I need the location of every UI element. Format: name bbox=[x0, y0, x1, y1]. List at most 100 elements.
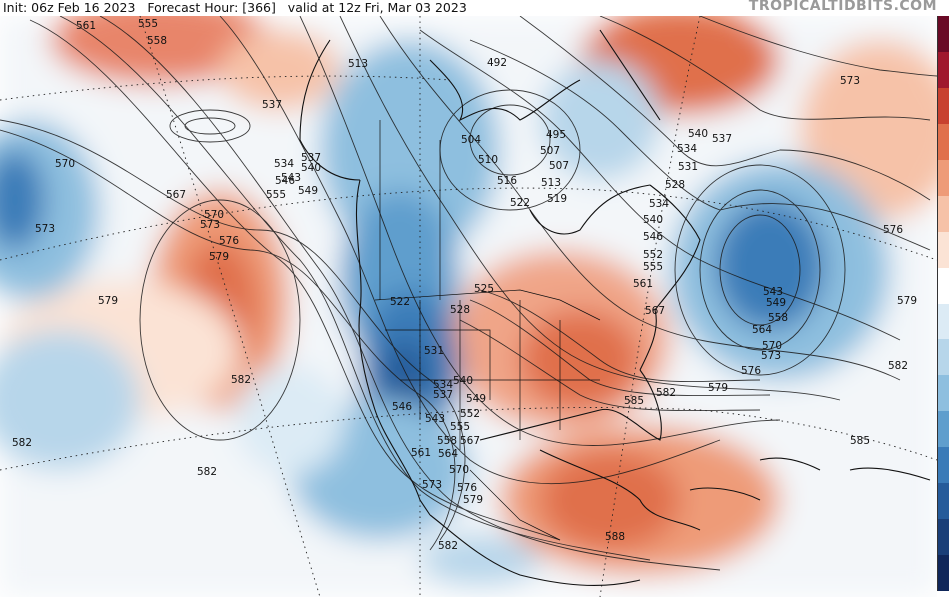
contour-label: 585 bbox=[850, 435, 870, 447]
contour-label: 579 bbox=[897, 295, 917, 307]
contour-label: 531 bbox=[678, 161, 698, 173]
contour-label: 525 bbox=[474, 283, 494, 295]
contour-label: 582 bbox=[231, 374, 251, 386]
contour-label: 543 bbox=[425, 413, 445, 425]
contour-label: 537 bbox=[301, 152, 321, 164]
colorbar-segment bbox=[938, 195, 949, 232]
contour-label: 588 bbox=[605, 531, 625, 543]
contour-label: 546 bbox=[392, 401, 412, 413]
contour-label: 534 bbox=[649, 198, 669, 210]
colorbar-segment bbox=[938, 267, 949, 304]
contour-label: 555 bbox=[643, 261, 663, 273]
colorbar-segment bbox=[938, 519, 949, 556]
graticule bbox=[0, 16, 937, 597]
contour-label: 552 bbox=[643, 249, 663, 261]
contour-label: 582 bbox=[197, 466, 217, 478]
contour-label: 576 bbox=[741, 365, 761, 377]
contour-label: 537 bbox=[712, 133, 732, 145]
contour-label: 579 bbox=[708, 382, 728, 394]
political-borders bbox=[374, 120, 601, 541]
contour-label: 522 bbox=[390, 296, 410, 308]
colorbar-segment bbox=[938, 51, 949, 88]
contour-label: 519 bbox=[547, 193, 567, 205]
contour-label: 549 bbox=[298, 185, 318, 197]
height-contours bbox=[0, 16, 937, 571]
contour-label: 534 bbox=[274, 158, 294, 170]
colorbar-segment bbox=[938, 159, 949, 196]
contour-label: 513 bbox=[348, 58, 368, 70]
contour-label: 546 bbox=[275, 175, 295, 187]
contour-label: 513 bbox=[541, 177, 561, 189]
contour-label: 504 bbox=[461, 134, 481, 146]
contour-label: 582 bbox=[12, 437, 32, 449]
colorbar-segment bbox=[938, 16, 949, 52]
contour-label: 564 bbox=[438, 448, 458, 460]
contour-label: 495 bbox=[546, 129, 566, 141]
contour-label: 507 bbox=[540, 145, 560, 157]
contour-label: 582 bbox=[656, 387, 676, 399]
contour-label: 540 bbox=[643, 214, 663, 226]
contour-label: 549 bbox=[466, 393, 486, 405]
contour-label: 570 bbox=[204, 209, 224, 221]
anomaly-shading bbox=[0, 16, 937, 597]
contour-label: 561 bbox=[411, 447, 431, 459]
contour-label: 546 bbox=[643, 231, 663, 243]
contour-label: 570 bbox=[55, 158, 75, 170]
colorbar-segment bbox=[938, 411, 949, 448]
contour-label: 528 bbox=[665, 179, 685, 191]
colorbar bbox=[937, 16, 949, 591]
contour-label: 567 bbox=[166, 189, 186, 201]
contour-label: 537 bbox=[433, 389, 453, 401]
colorbar-segment bbox=[938, 87, 949, 124]
contour-label: 579 bbox=[463, 494, 483, 506]
contour-label: 522 bbox=[510, 197, 530, 209]
colorbar-segment bbox=[938, 231, 949, 268]
contour-label: 531 bbox=[424, 345, 444, 357]
contour-label: 516 bbox=[497, 175, 517, 187]
contour-label: 540 bbox=[453, 375, 473, 387]
contour-label: 549 bbox=[766, 297, 786, 309]
contour-label: 507 bbox=[549, 160, 569, 172]
coastlines bbox=[299, 29, 931, 586]
contour-label: 537 bbox=[262, 99, 282, 111]
contour-label: 573 bbox=[840, 75, 860, 87]
contour-label: 558 bbox=[768, 312, 788, 324]
contour-label: 567 bbox=[460, 435, 480, 447]
contour-label: 576 bbox=[219, 235, 239, 247]
contour-label: 492 bbox=[487, 57, 507, 69]
contour-label: 573 bbox=[35, 223, 55, 235]
contour-label: 570 bbox=[449, 464, 469, 476]
contour-label: 540 bbox=[301, 162, 321, 174]
contour-label: 543 bbox=[281, 172, 301, 184]
colorbar-segment bbox=[938, 123, 949, 160]
header: Init: 06z Feb 16 2023 Forecast Hour: [36… bbox=[0, 0, 949, 16]
contour-label: 534 bbox=[677, 143, 697, 155]
contour-label: 573 bbox=[200, 219, 220, 231]
colorbar-segment bbox=[938, 375, 949, 412]
colorbar-segment bbox=[938, 339, 949, 376]
contour-label: 576 bbox=[883, 224, 903, 236]
contour-label: 555 bbox=[138, 18, 158, 30]
colorbar-segment bbox=[938, 447, 949, 484]
contour-label: 543 bbox=[763, 286, 783, 298]
contour-label: 585 bbox=[624, 395, 644, 407]
contour-label: 555 bbox=[266, 189, 286, 201]
contour-label: 558 bbox=[147, 35, 167, 47]
contour-label: 558 bbox=[437, 435, 457, 447]
contour-label: 576 bbox=[457, 482, 477, 494]
contour-label: 567 bbox=[645, 305, 665, 317]
contour-label: 579 bbox=[209, 251, 229, 263]
contour-label: 555 bbox=[450, 421, 470, 433]
contour-label: 579 bbox=[98, 295, 118, 307]
contour-label: 570 bbox=[762, 340, 782, 352]
contour-label: 564 bbox=[752, 324, 772, 336]
contour-label: 582 bbox=[888, 360, 908, 372]
colorbar-segment bbox=[938, 303, 949, 340]
contour-label: 582 bbox=[438, 540, 458, 552]
colorbar-segment bbox=[938, 483, 949, 520]
colorbar-segment bbox=[938, 555, 949, 591]
contour-label: 561 bbox=[633, 278, 653, 290]
contour-label: 573 bbox=[761, 350, 781, 362]
